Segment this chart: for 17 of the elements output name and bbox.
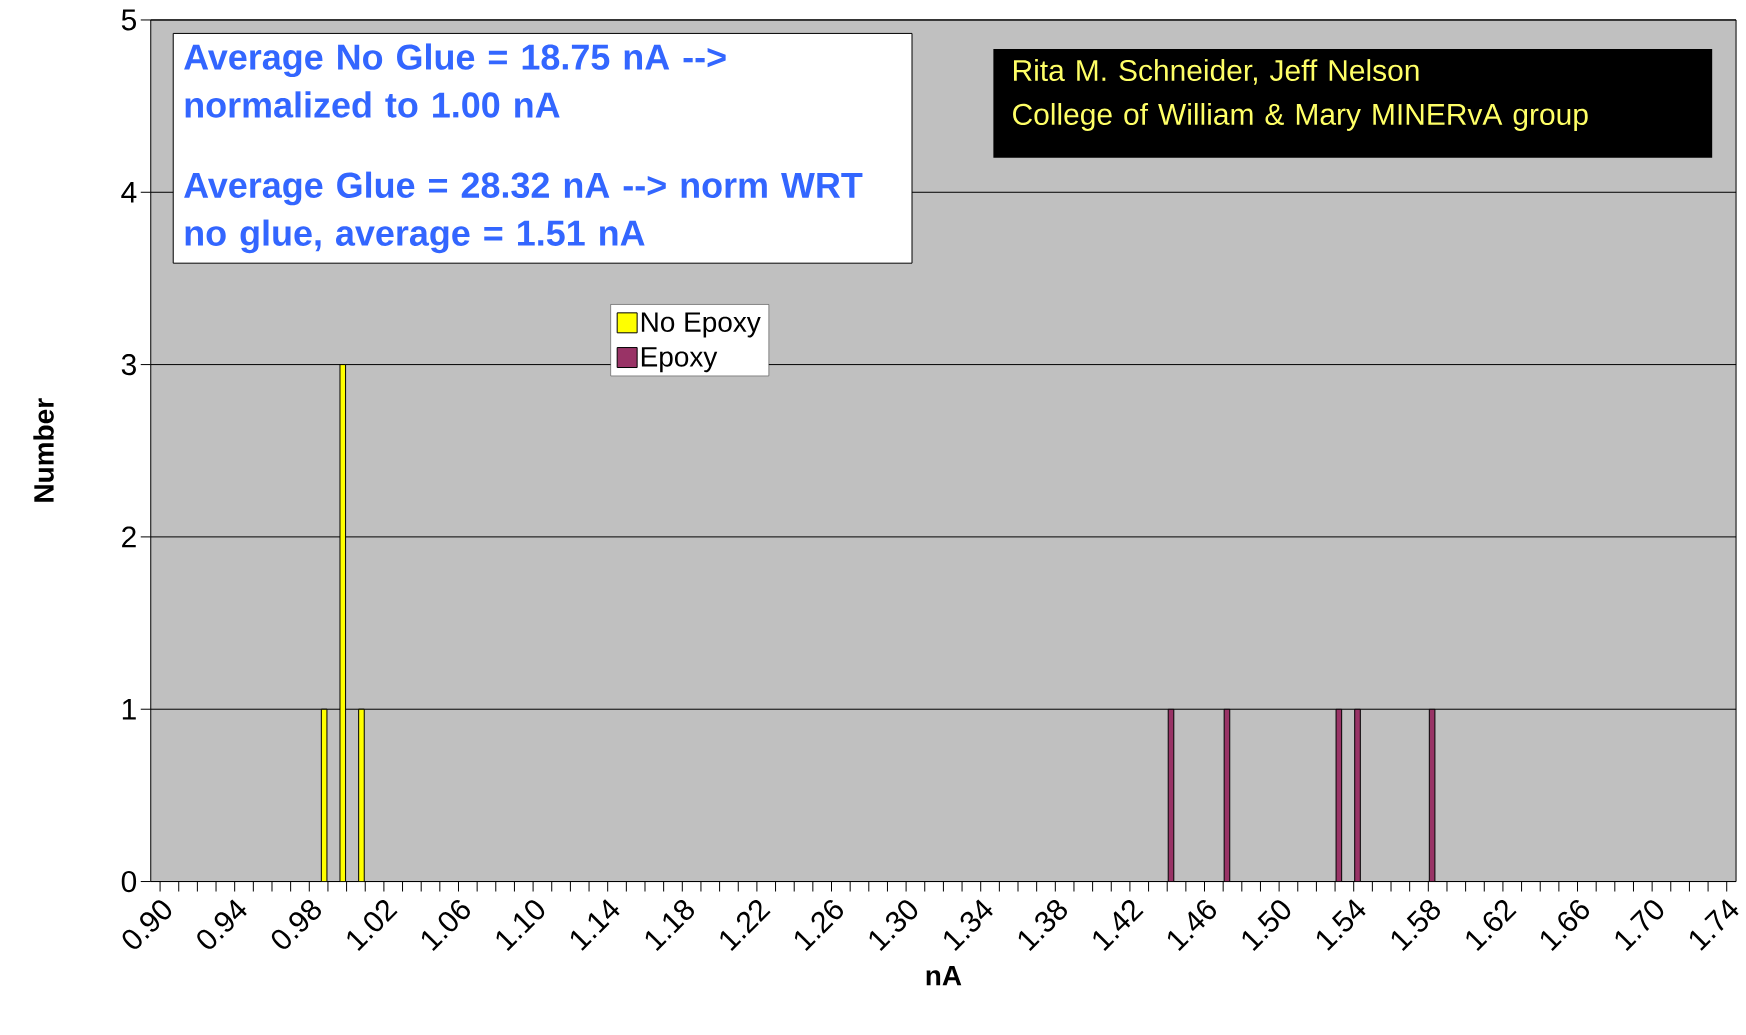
x-tick-label: 0.94	[197, 899, 247, 949]
y-tick-label: 0	[121, 870, 137, 892]
x-tick-label: 0.98	[271, 899, 321, 949]
y-tick-label: 4	[121, 181, 137, 203]
legend-label: Epoxy	[641, 347, 718, 373]
annotation: College of William & Mary MINERvA group	[1013, 102, 1588, 131]
y-tick-label: 2	[122, 526, 136, 548]
annotation: Average Glue = 28.32 nA --> norm WRT no glue, average = 1.51 nA	[184, 171, 863, 254]
x-axis-title: nA	[926, 965, 962, 986]
x-tick-label: 0.90	[122, 900, 172, 949]
y-axis-title: Number	[33, 398, 54, 502]
annotation: Rita M. Schneider, Jeff Nelson	[1014, 58, 1419, 85]
y-tick-label: 1	[122, 698, 136, 720]
y-tick-label: 5	[121, 9, 136, 31]
annotation: Average No Glue = 18.75 nA --> normalized to 1.00 nA	[184, 43, 726, 118]
legend-label: No Epoxy	[641, 312, 761, 338]
y-tick-label: 3	[121, 353, 136, 376]
